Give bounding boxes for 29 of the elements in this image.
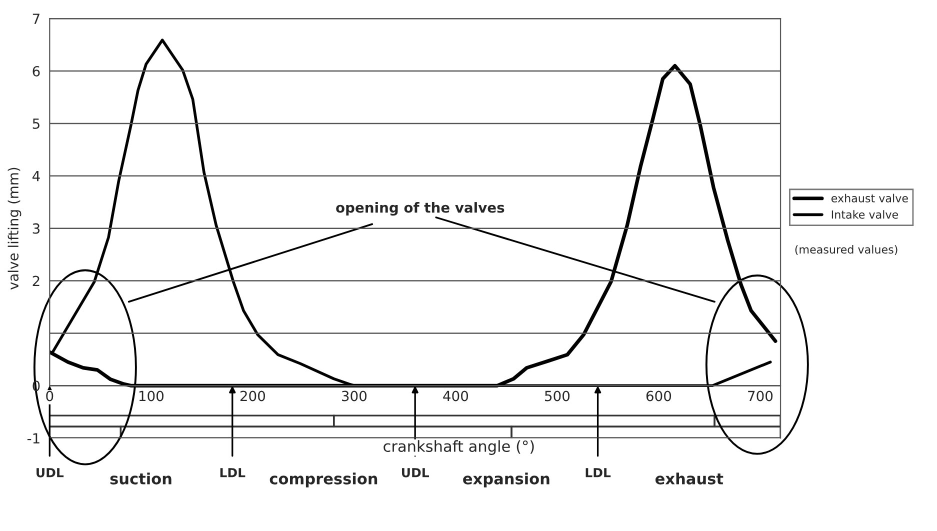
x-tick-label: 0 bbox=[46, 390, 54, 402]
y-tick-label: 7 bbox=[32, 14, 40, 24]
y-axis-title: valve lifting (mm) bbox=[8, 168, 22, 290]
y-tick-label: 6 bbox=[32, 66, 40, 76]
text: compression bbox=[270, 472, 378, 488]
text: (measured values) bbox=[795, 245, 898, 255]
legend-label: Intake valve bbox=[832, 210, 898, 219]
text: expansion bbox=[463, 472, 550, 488]
x-axis-title: crankshaft angle (°) bbox=[384, 440, 534, 455]
legend-label: exhaust valve bbox=[831, 194, 908, 202]
x-tick-label: 700 bbox=[748, 390, 773, 402]
text: exhaust bbox=[655, 472, 724, 484]
annotation: opening of the valves bbox=[336, 202, 504, 216]
y-tick-label: -1 bbox=[27, 433, 40, 444]
x-tick-label: 100 bbox=[139, 390, 164, 402]
annotation: LDL bbox=[220, 468, 246, 478]
x-tick-label: 300 bbox=[342, 390, 367, 402]
x-tick-label: 600 bbox=[646, 390, 672, 402]
x-tick-label: 200 bbox=[240, 390, 266, 402]
y-tick-label: 2 bbox=[32, 276, 40, 286]
y-tick-label: 4 bbox=[32, 171, 40, 182]
annotation: LDL bbox=[586, 468, 611, 478]
y-tick-label: 3 bbox=[32, 223, 40, 234]
text: UDL bbox=[36, 468, 64, 478]
annotation: UDL bbox=[402, 468, 429, 478]
y-tick-label: 5 bbox=[32, 118, 40, 129]
x-tick-label: 500 bbox=[545, 390, 570, 402]
text: suction bbox=[110, 472, 172, 484]
x-tick-label: 400 bbox=[443, 390, 468, 402]
